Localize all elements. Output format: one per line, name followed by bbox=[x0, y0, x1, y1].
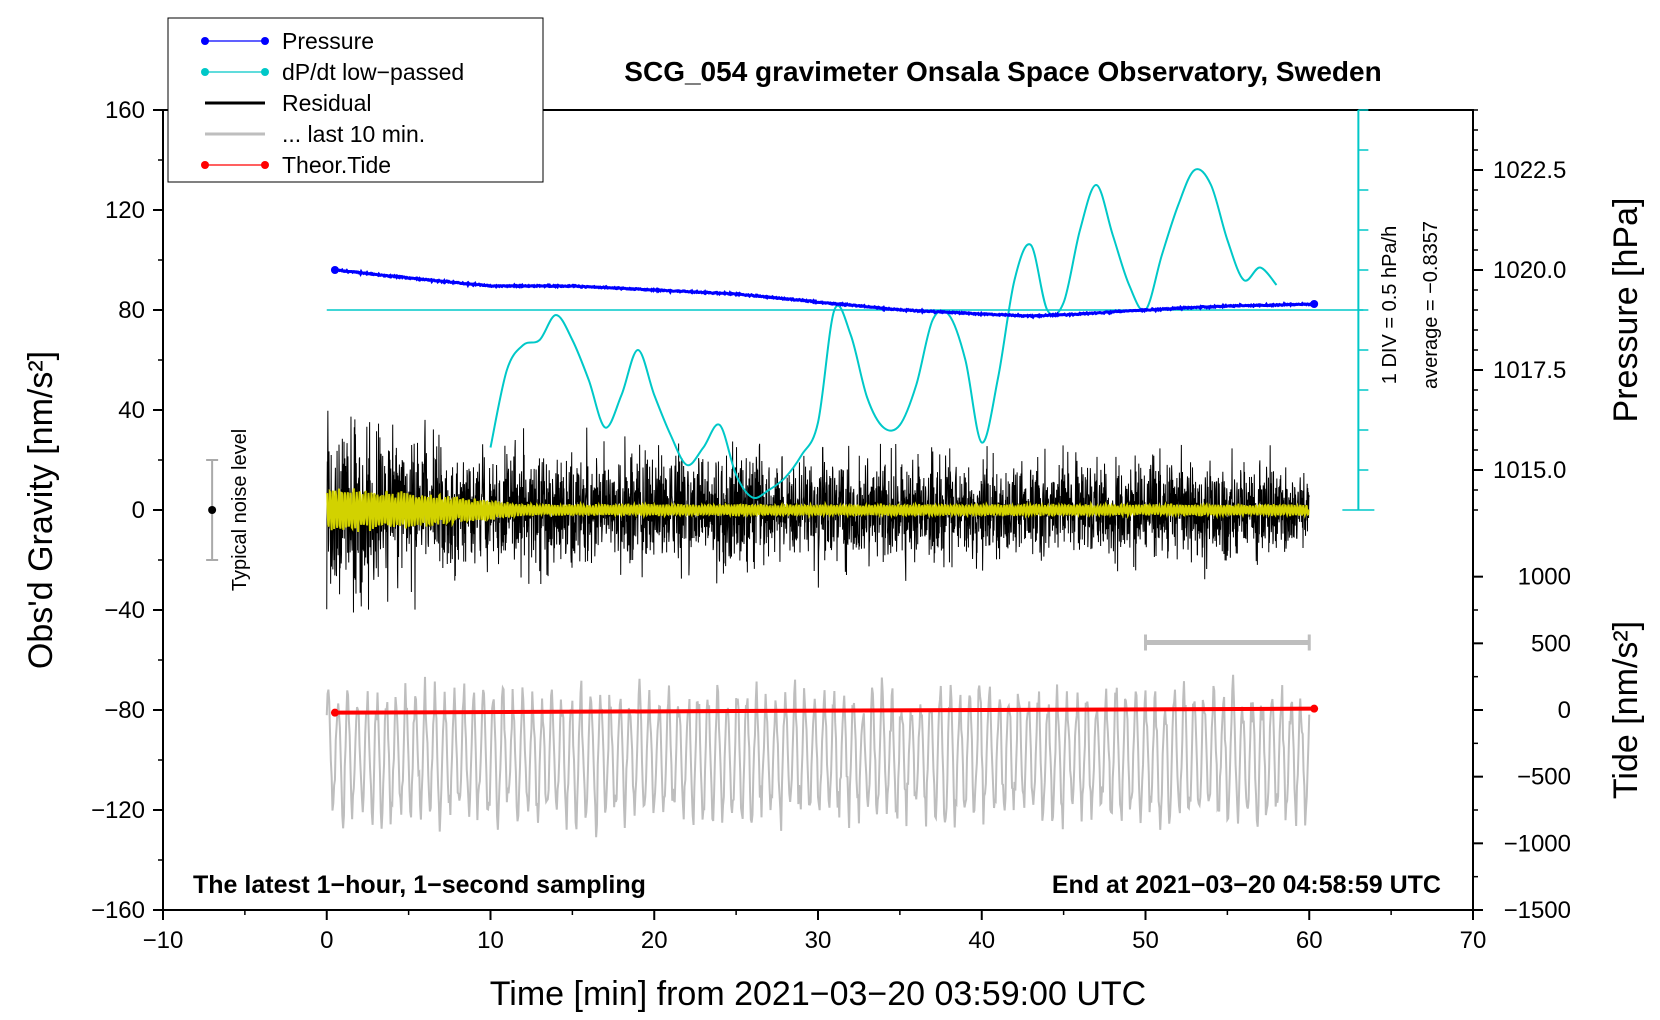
y-tick-label: −40 bbox=[104, 597, 145, 624]
x-tick-label: 60 bbox=[1296, 927, 1323, 954]
legend-label: dP/dt low−passed bbox=[282, 59, 464, 85]
x-axis-ticks: −10 0 10 20 30 40 50 60 70 bbox=[143, 910, 1487, 954]
y-tick-label: −120 bbox=[91, 797, 145, 824]
noise-bar-center-dot bbox=[208, 506, 217, 514]
x-tick-label: 40 bbox=[968, 927, 995, 954]
tide-tick-label: −1500 bbox=[1504, 897, 1571, 924]
pressure-axis-ticks: 1022.5 1020.0 1017.5 1015.0 bbox=[1473, 109, 1566, 511]
x-tick-label: 30 bbox=[805, 927, 832, 954]
x-tick-label: 50 bbox=[1132, 927, 1159, 954]
legend-swatch-marker bbox=[201, 161, 209, 169]
pressure-layer bbox=[330, 266, 1319, 320]
y-tick-label: 160 bbox=[105, 97, 145, 124]
tide-tick-label: 1000 bbox=[1518, 564, 1571, 591]
tide-tick-label: −500 bbox=[1517, 764, 1571, 791]
y-tick-label: −160 bbox=[91, 897, 145, 924]
x-axis-label: Time [min] from 2021−03−20 03:59:00 UTC bbox=[490, 975, 1146, 1013]
y-axis-label-tide: Tide [nm/s²] bbox=[1607, 621, 1645, 799]
noise-level-bar bbox=[206, 459, 219, 561]
legend-swatch-marker bbox=[201, 37, 209, 45]
pressure-tick-label: 1020.0 bbox=[1493, 257, 1566, 284]
dpdt-line bbox=[489, 168, 1278, 500]
y-axis-ticks: 160 120 80 40 0 −40 −80 −120 −160 bbox=[91, 97, 163, 924]
x-tick-label: 20 bbox=[641, 927, 668, 954]
end-time-annotation: End at 2021−03−20 04:58:59 UTC bbox=[1052, 871, 1441, 899]
pressure-tick-label: 1015.0 bbox=[1493, 457, 1566, 484]
legend-label: ... last 10 min. bbox=[282, 121, 425, 147]
y-tick-label: 80 bbox=[118, 297, 145, 324]
legend: Pressure dP/dt low−passed Residual ... last… bbox=[167, 17, 544, 183]
legend-swatch-marker bbox=[201, 68, 209, 76]
pressure-tick-label: 1017.5 bbox=[1493, 357, 1566, 384]
chart-title: SCG_054 gravimeter Onsala Space Observat… bbox=[624, 56, 1381, 87]
tide-axis-ticks: 1000 500 0 −500 −1000 −1500 bbox=[1473, 564, 1571, 924]
tide-tick-label: −1000 bbox=[1504, 830, 1571, 857]
pressure-start-point bbox=[330, 266, 339, 274]
dpdt-layer bbox=[489, 168, 1278, 500]
last-10-min-layer bbox=[325, 674, 1311, 838]
y-tick-label: 0 bbox=[132, 497, 145, 524]
dpdt-average-label: average = −0.8357 bbox=[1420, 221, 1442, 389]
sampling-annotation: The latest 1−hour, 1−second sampling bbox=[193, 871, 646, 899]
legend-label: Pressure bbox=[282, 28, 374, 54]
legend-swatch-marker bbox=[261, 68, 269, 76]
x-tick-label: 10 bbox=[477, 927, 504, 954]
legend-label: Residual bbox=[282, 90, 372, 116]
dpdt-scale-axis bbox=[1342, 109, 1375, 511]
low-passed-residual-line bbox=[325, 488, 1310, 533]
legend-box bbox=[167, 17, 544, 183]
residual-layer bbox=[326, 410, 1310, 613]
pressure-line bbox=[334, 267, 1315, 320]
residual-line bbox=[326, 410, 1310, 613]
legend-swatch-marker bbox=[261, 37, 269, 45]
low-passed-residual-layer bbox=[325, 488, 1310, 533]
tide-start-point bbox=[330, 708, 339, 717]
legend-swatch-marker bbox=[261, 161, 269, 169]
theoretical-tide-line bbox=[334, 706, 1315, 715]
y-tick-label: −80 bbox=[104, 697, 145, 724]
pressure-tick-label: 1022.5 bbox=[1493, 157, 1566, 184]
y-axis-label-left: Obs'd Gravity [nm/s²] bbox=[22, 351, 60, 669]
tide-tick-label: 0 bbox=[1558, 697, 1571, 724]
ten-minute-bar bbox=[1144, 634, 1311, 651]
dpdt-scale-label: 1 DIV = 0.5 hPa/h bbox=[1379, 226, 1401, 384]
legend-items: Pressure dP/dt low−passed Residual ... last… bbox=[201, 28, 464, 178]
tide-end-point bbox=[1310, 704, 1319, 713]
x-tick-label: −10 bbox=[143, 927, 184, 954]
x-tick-label: 0 bbox=[320, 927, 333, 954]
theoretical-tide-layer bbox=[330, 704, 1319, 717]
legend-label: Theor.Tide bbox=[282, 152, 391, 178]
y-tick-label: 120 bbox=[105, 197, 145, 224]
x-tick-label: 70 bbox=[1460, 927, 1487, 954]
y-tick-label: 40 bbox=[118, 397, 145, 424]
last-10-min-line bbox=[325, 674, 1311, 838]
tide-tick-label: 500 bbox=[1531, 630, 1571, 657]
pressure-end-point bbox=[1310, 300, 1319, 308]
y-axis-label-pressure: Pressure [hPa] bbox=[1607, 198, 1645, 423]
noise-level-label: Typical noise level bbox=[229, 429, 251, 591]
